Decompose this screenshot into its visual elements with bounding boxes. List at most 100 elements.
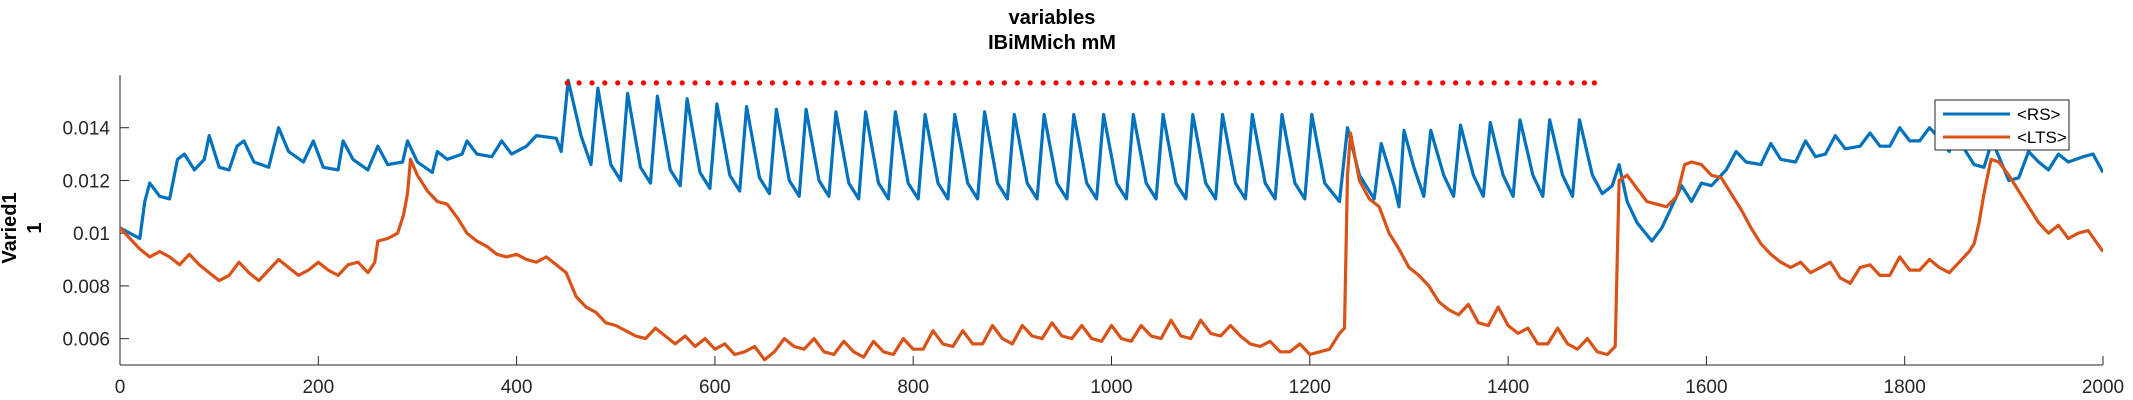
x-tick-label: 400 xyxy=(501,377,533,398)
marker-point xyxy=(1543,80,1549,86)
marker-point xyxy=(937,80,943,86)
marker-point xyxy=(885,80,892,86)
marker-point xyxy=(1143,80,1149,86)
marker-point xyxy=(1272,80,1278,86)
x-tick-label: 1600 xyxy=(1685,377,1727,398)
x-tick-label: 800 xyxy=(897,377,929,398)
marker-point xyxy=(1208,80,1214,86)
marker-point xyxy=(1440,80,1446,86)
chart-subtitle: IBiMMich mM xyxy=(988,32,1116,54)
marker-point xyxy=(1079,80,1085,86)
y-tick-label: 0.006 xyxy=(62,330,110,351)
x-tick-label: 2000 xyxy=(2082,377,2124,398)
marker-point xyxy=(1001,80,1008,86)
marker-point xyxy=(1375,80,1381,86)
legend-rs-label: <RS> xyxy=(2017,105,2061,124)
marker-point xyxy=(1066,80,1072,86)
marker-point xyxy=(1414,80,1420,86)
marker-point xyxy=(1195,80,1201,86)
marker-point xyxy=(1465,80,1471,86)
marker-point xyxy=(1156,80,1162,86)
x-tick-label: 1200 xyxy=(1289,377,1331,398)
marker-point xyxy=(988,80,995,86)
marker-point xyxy=(589,80,595,86)
x-tick-label: 1000 xyxy=(1090,377,1132,398)
series-line-lts xyxy=(120,131,2103,362)
marker-point xyxy=(718,80,724,86)
marker-point xyxy=(666,80,672,86)
legend: <RS> <LTS> xyxy=(1934,99,2070,151)
marker-point xyxy=(821,80,827,86)
y-tick-label: 0.008 xyxy=(62,277,110,298)
marker-point xyxy=(976,80,982,86)
marker-point xyxy=(924,80,930,86)
marker-point xyxy=(1117,80,1123,86)
x-tick-label: 600 xyxy=(699,377,731,398)
marker-point xyxy=(834,80,840,86)
marker-point xyxy=(653,80,660,86)
marker-point xyxy=(1220,80,1227,86)
y-tick-label: 0.01 xyxy=(73,224,110,245)
marker-point xyxy=(1401,80,1407,86)
marker-point xyxy=(1285,80,1291,86)
x-tick-label: 1400 xyxy=(1487,377,1529,398)
x-tick-label: 0 xyxy=(115,377,126,398)
marker-point xyxy=(744,80,750,86)
marker-point xyxy=(898,80,904,86)
marker-point xyxy=(1233,80,1239,86)
marker-point xyxy=(692,80,698,86)
marker-point xyxy=(1478,80,1484,86)
marker-point xyxy=(1298,80,1304,86)
marker-point xyxy=(1569,80,1575,86)
marker-point xyxy=(1324,80,1330,86)
marker-point xyxy=(1530,80,1536,86)
marker-point xyxy=(564,80,570,86)
marker-point xyxy=(1182,80,1188,86)
marker-point xyxy=(1092,80,1098,86)
marker-point xyxy=(1491,80,1497,86)
legend-box xyxy=(1934,99,2070,151)
marker-point xyxy=(679,80,685,86)
marker-point xyxy=(576,80,582,86)
y-axis-label-line2: 1 xyxy=(24,222,46,233)
marker-point xyxy=(1311,80,1317,86)
marker-point xyxy=(860,80,866,86)
marker-point xyxy=(640,80,647,86)
marker-point xyxy=(731,80,737,86)
marker-point xyxy=(1259,80,1265,86)
marker-point xyxy=(602,80,608,86)
y-tick-label: 0.014 xyxy=(62,119,110,140)
marker-point xyxy=(911,80,917,86)
marker-point xyxy=(847,80,853,86)
marker-point xyxy=(1591,80,1597,86)
marker-point xyxy=(808,80,814,86)
marker-point xyxy=(1427,80,1433,86)
marker-point xyxy=(1336,80,1343,86)
marker-group xyxy=(564,80,1597,86)
series-group xyxy=(120,78,2103,362)
marker-point xyxy=(872,80,879,86)
marker-point xyxy=(1388,80,1394,86)
marker-point xyxy=(1517,80,1523,86)
marker-point xyxy=(1504,80,1510,86)
marker-point xyxy=(1246,80,1252,86)
legend-lts-label: <LTS> xyxy=(2017,128,2067,147)
marker-point xyxy=(782,80,788,86)
marker-point xyxy=(756,80,763,86)
marker-point xyxy=(1556,80,1562,86)
y-axis-label: Varied1 1 xyxy=(0,192,46,263)
marker-point xyxy=(1053,80,1059,86)
y-tick-label: 0.012 xyxy=(62,171,110,192)
series-line-rs xyxy=(120,78,2103,243)
y-axis-label-line1: Varied1 xyxy=(0,192,21,263)
marker-point xyxy=(1014,80,1020,86)
marker-point xyxy=(1104,80,1111,86)
marker-point xyxy=(1362,80,1368,86)
marker-point xyxy=(1453,80,1459,86)
chart-title: variables xyxy=(1009,7,1096,29)
marker-point xyxy=(769,80,776,86)
marker-point xyxy=(963,80,969,86)
marker-point xyxy=(1349,80,1355,86)
marker-point xyxy=(1027,80,1033,86)
